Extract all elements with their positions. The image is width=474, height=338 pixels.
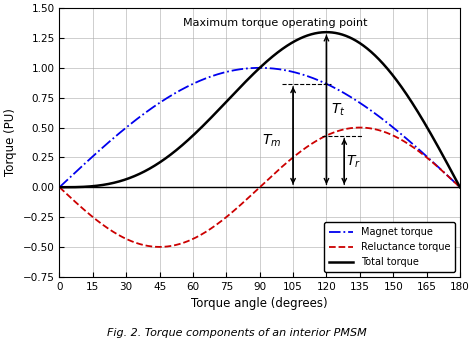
Legend: Magnet torque, Reluctance torque, Total torque: Magnet torque, Reluctance torque, Total … — [324, 222, 455, 272]
Text: Fig. 2. Torque components of an interior PMSM: Fig. 2. Torque components of an interior… — [107, 328, 367, 338]
Text: $T_r$: $T_r$ — [346, 153, 362, 170]
Text: Maximum torque operating point: Maximum torque operating point — [183, 18, 368, 28]
Text: $T_t$: $T_t$ — [331, 101, 346, 118]
Text: $T_m$: $T_m$ — [262, 132, 281, 149]
Y-axis label: Torque (PU): Torque (PU) — [4, 108, 17, 176]
X-axis label: Torque angle (degrees): Torque angle (degrees) — [191, 297, 328, 310]
